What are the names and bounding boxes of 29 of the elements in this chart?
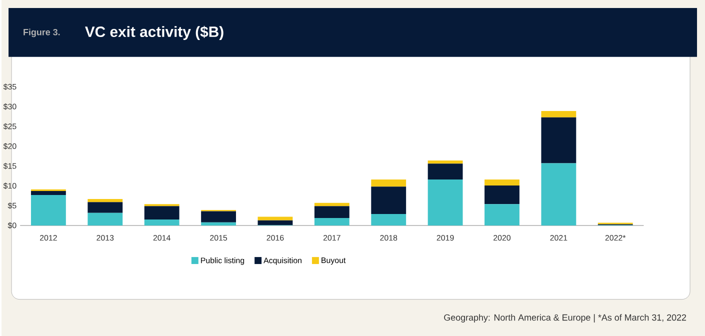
bar (371, 214, 406, 226)
bar (484, 185, 520, 204)
bar (484, 179, 520, 186)
bar (484, 204, 520, 226)
bar (88, 198, 123, 202)
bar (30, 194, 66, 226)
bar (541, 163, 576, 226)
bar (258, 220, 293, 225)
bar (314, 202, 350, 206)
bar (88, 212, 123, 226)
bar (428, 160, 463, 164)
bar (144, 206, 180, 220)
bar (88, 202, 123, 213)
bar (541, 117, 576, 164)
bar (314, 218, 350, 226)
chart-subtitle: Figure 3. (24, 28, 60, 37)
text: Geography: North America & Europe | *As of March 31, 2022 (444, 314, 686, 322)
bar (258, 216, 293, 220)
bar (428, 164, 463, 180)
bar (30, 190, 66, 195)
bar (144, 219, 180, 226)
bar (428, 179, 463, 226)
bar (201, 222, 236, 226)
bar (314, 206, 350, 218)
bar (201, 211, 236, 222)
bar (371, 179, 406, 187)
chart-title: VC exit activity ($B) (85, 26, 224, 40)
bar (541, 110, 576, 118)
bar (371, 186, 406, 214)
